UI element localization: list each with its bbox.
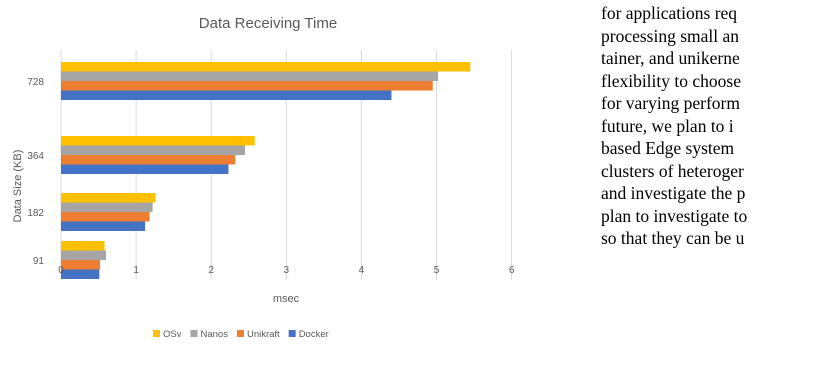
legend: OSv Nanos Unikraft Docker	[153, 329, 329, 340]
body-text-line: for varying perform	[601, 93, 740, 113]
chart-title: Data Receiving Time	[199, 15, 337, 32]
bar-unikraft-91	[61, 260, 101, 270]
legend-entry-nanos: Nanos	[200, 329, 228, 340]
bar-docker-182	[61, 221, 146, 231]
bar-docker-364	[61, 164, 229, 174]
bar-nanos-182	[61, 202, 153, 212]
x-axis-label: msec	[273, 293, 300, 305]
x-tick-label: 1	[133, 265, 139, 276]
legend-swatch-osv	[153, 330, 160, 337]
body-text-column: for applications req processing small an t…	[601, 2, 840, 370]
x-tick-label: 5	[434, 265, 440, 276]
y-tick-label: 728	[27, 77, 44, 88]
x-tick-label: 3	[284, 265, 290, 276]
x-tick-label: 6	[509, 265, 515, 276]
body-text-line: based Edge system	[601, 138, 735, 158]
body-text-line: clusters of heteroger	[601, 160, 744, 181]
y-tick-label: 91	[33, 256, 45, 267]
bar-nanos-364	[61, 145, 245, 155]
legend-swatch-nanos	[190, 330, 198, 337]
bar-unikraft-182	[61, 212, 150, 222]
x-tick-label: 4	[359, 265, 365, 276]
x-tick-label: 0	[58, 265, 64, 276]
bars	[61, 62, 471, 279]
bar-osv-182	[61, 193, 156, 203]
bar-osv-91	[61, 241, 105, 251]
bar-osv-728	[61, 62, 471, 72]
bar-unikraft-364	[61, 155, 236, 165]
body-text-line: for applications req	[601, 3, 738, 23]
body-text-line: future, we plan to i	[601, 115, 734, 136]
body-text-line: tainer, and unikerne	[601, 48, 740, 68]
legend-swatch-unikraft	[236, 330, 244, 337]
body-text-line: so that they can be u	[601, 228, 745, 248]
y-tick-label: 182	[27, 208, 44, 219]
y-tick-label: 364	[27, 151, 44, 162]
y-axis-label: Data Size (KB)	[12, 150, 24, 223]
legend-swatch-docker	[288, 330, 296, 337]
legend-entry-docker: Docker	[299, 329, 329, 340]
x-tick-label: 2	[208, 265, 214, 276]
body-text-line: processing small an	[601, 25, 740, 46]
bar-nanos-728	[61, 71, 439, 81]
legend-entry-osv: OSv	[163, 329, 182, 340]
body-text-line: and investigate the p	[601, 183, 746, 203]
bar-docker-91	[61, 269, 100, 279]
bar-unikraft-728	[61, 81, 433, 91]
bar-osv-364	[61, 136, 255, 146]
bar-nanos-91	[61, 250, 107, 260]
body-text-line: plan to investigate to	[601, 205, 748, 226]
bar-docker-728	[61, 90, 392, 100]
legend-entry-unikraft: Unikraft	[247, 329, 280, 340]
body-text-line: flexibility to choose	[601, 70, 741, 91]
x-tick-labels: 0 1 2 3 4 5 6	[58, 265, 515, 276]
y-tick-labels: 91 182 364 728	[27, 77, 44, 267]
